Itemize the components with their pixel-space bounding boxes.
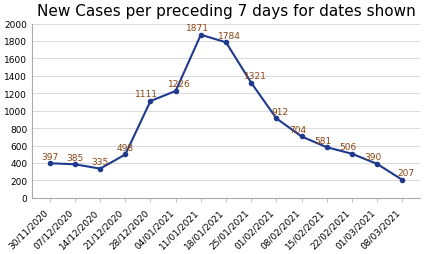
Text: 1321: 1321 [243, 72, 266, 81]
Text: 581: 581 [314, 136, 332, 145]
Text: 498: 498 [117, 143, 134, 152]
Text: 1111: 1111 [135, 90, 158, 99]
Text: 704: 704 [289, 125, 306, 134]
Text: 1784: 1784 [218, 31, 241, 41]
Text: 912: 912 [271, 107, 289, 116]
Text: 506: 506 [340, 142, 357, 152]
Title: New Cases per preceding 7 days for dates shown: New Cases per preceding 7 days for dates… [36, 4, 416, 19]
Text: 390: 390 [365, 153, 382, 162]
Text: 385: 385 [66, 153, 84, 162]
Text: 1226: 1226 [168, 80, 191, 89]
Text: 397: 397 [41, 152, 59, 161]
Text: 1871: 1871 [186, 24, 209, 33]
Text: 335: 335 [92, 157, 109, 166]
Text: 207: 207 [397, 168, 415, 178]
